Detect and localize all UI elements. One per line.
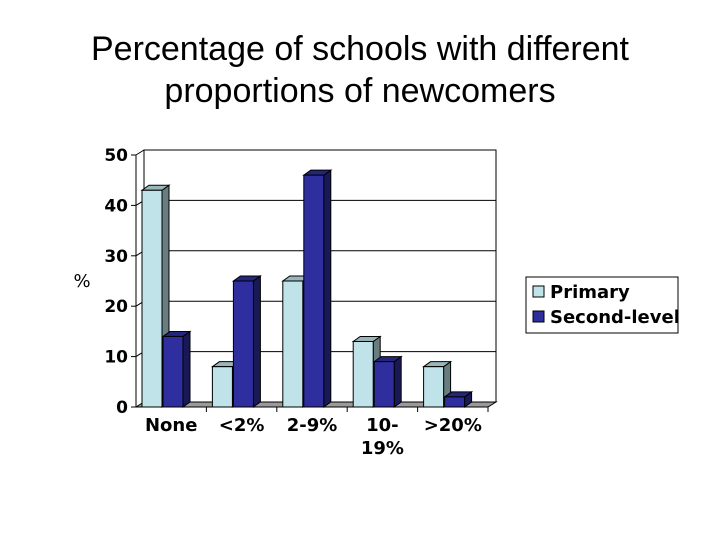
bar-primary-2 (282, 280, 304, 408)
y-tick-label: 10 (104, 348, 128, 368)
chart-title-line-1: Percentage of schools with different (90, 30, 630, 68)
x-tick-label: 2-9% (287, 415, 338, 436)
gridline-side (135, 149, 145, 156)
x-tick-label: >20% (424, 415, 482, 436)
bar-second-level-3 (373, 361, 395, 408)
y-tick-label: 50 (104, 146, 128, 166)
legend-label: Primary (550, 282, 630, 303)
y-tick-label: 20 (104, 297, 128, 317)
y-tick-label: 0 (116, 398, 128, 418)
bar-primary-4 (423, 366, 445, 408)
legend-swatch (532, 285, 545, 298)
bar-side (182, 330, 191, 408)
legend-swatch (532, 310, 545, 323)
bar-second-level-2 (303, 174, 325, 408)
bar-primary-0 (141, 189, 163, 408)
y-tick-label: 30 (104, 247, 128, 267)
x-tick-label: <2% (219, 415, 265, 436)
legend-box (525, 276, 679, 334)
bar-side (323, 169, 332, 408)
y-tick-label: 40 (104, 196, 128, 216)
bar-primary-3 (352, 340, 374, 408)
chart-title-line-2: proportions of newcomers (164, 72, 556, 110)
x-tick-label: 10- (366, 415, 399, 436)
chart-title: Percentage of schools with different pro… (0, 28, 720, 112)
bar-second-level-4 (444, 396, 466, 408)
bar-second-level-0 (162, 335, 184, 408)
x-tick-label: 19% (361, 438, 404, 459)
legend-label: Second-level (550, 307, 680, 328)
x-tick-label: None (145, 415, 197, 436)
bar-side (252, 275, 261, 408)
bar-side (393, 355, 402, 408)
bar-primary-1 (211, 366, 233, 408)
y-axis-label: % (73, 271, 90, 292)
bar-second-level-1 (232, 280, 254, 408)
